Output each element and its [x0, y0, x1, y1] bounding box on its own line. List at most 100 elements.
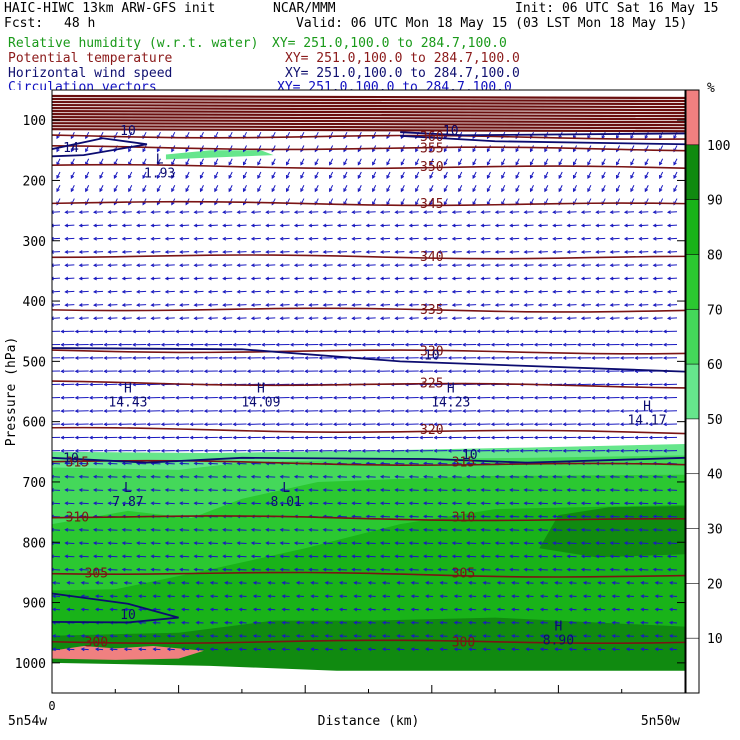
circulation-vector	[94, 476, 104, 478]
circulation-vector	[309, 529, 319, 531]
circulation-vector-head	[605, 382, 610, 387]
circulation-vector-head	[429, 174, 433, 179]
circulation-vector-head	[494, 250, 499, 254]
circulation-vector-head	[609, 210, 614, 215]
circulation-vector-head	[207, 554, 212, 559]
circulation-vector-head	[379, 289, 384, 294]
circulation-vector	[610, 264, 620, 266]
circulation-vector-head	[533, 422, 538, 427]
circulation-vector	[659, 185, 664, 192]
circulation-vector	[424, 542, 434, 544]
circulation-vector	[208, 529, 218, 531]
theta-strato-contour	[52, 103, 685, 109]
circulation-vector-head	[193, 303, 198, 307]
circulation-vector-head	[558, 188, 562, 193]
circulation-vector	[581, 515, 591, 518]
circulation-vector-head	[381, 634, 386, 638]
circulation-vector	[167, 622, 175, 624]
circulation-vector-head	[408, 316, 413, 321]
circulation-vector	[110, 635, 118, 637]
circulation-vector	[323, 264, 333, 266]
circulation-vector	[366, 251, 376, 253]
circulation-vector-head	[552, 316, 557, 321]
circulation-vector-head	[509, 223, 514, 228]
circulation-vector-head	[308, 303, 313, 307]
circulation-vector	[567, 224, 577, 227]
theta-label-315: 315	[66, 455, 89, 470]
circulation-vector-head	[591, 435, 596, 440]
circulation-vector	[337, 515, 348, 518]
circulation-vector	[624, 317, 634, 319]
circulation-vector-head	[365, 474, 370, 479]
circulation-vector-head	[666, 263, 671, 268]
circulation-vector-head	[207, 250, 212, 254]
circulation-vector-head	[52, 647, 56, 652]
circulation-vector	[610, 529, 620, 531]
circulation-vector-head	[232, 395, 237, 400]
circulation-vector	[323, 224, 333, 227]
circulation-vector-head	[351, 250, 356, 254]
circulation-vector	[67, 582, 75, 584]
circulation-vector-head	[322, 554, 327, 559]
circulation-vector-head	[566, 514, 571, 519]
circulation-vector	[424, 304, 434, 306]
circulation-vector	[553, 264, 563, 266]
circulation-vector-head	[552, 303, 557, 307]
circulation-vector-head	[539, 594, 544, 599]
circulation-vector-head	[304, 342, 309, 347]
circulation-vector-head	[408, 567, 413, 572]
circulation-vector-head	[343, 174, 347, 179]
circulation-vector-head	[267, 647, 272, 652]
circulation-vector	[472, 185, 477, 192]
circulation-vector	[266, 304, 276, 306]
circulation-vector	[200, 171, 204, 179]
circulation-vector-head	[572, 161, 577, 166]
circulation-vector	[440, 582, 448, 584]
circulation-vector-head	[203, 395, 208, 400]
circulation-vector-head	[324, 620, 329, 625]
circulation-vector	[180, 224, 190, 227]
circulation-vector-head	[246, 369, 251, 374]
circulation-vector	[251, 555, 261, 558]
circulation-vector-head	[338, 634, 343, 638]
circulation-vector-head	[609, 263, 614, 268]
circulation-vector-head	[394, 541, 399, 545]
circulation-vector-head	[310, 607, 315, 612]
theta-label-355: 355	[420, 141, 443, 156]
circulation-vector	[438, 515, 448, 518]
circulation-vector	[596, 476, 606, 478]
circulation-vector	[294, 317, 304, 319]
circulation-vector-head	[562, 356, 567, 360]
circulation-vector-head	[52, 276, 54, 281]
circulation-vector	[200, 158, 204, 165]
circulation-vector-head	[494, 501, 499, 506]
circulation-vector	[495, 277, 505, 280]
circulation-vector	[225, 595, 233, 598]
circulation-vector	[411, 582, 419, 584]
circulation-vector-head	[66, 581, 71, 585]
circulation-vector	[194, 224, 204, 227]
circulation-vector-head	[252, 594, 257, 599]
wind-contour-10-mid	[52, 347, 685, 373]
rh-band-100	[52, 645, 204, 660]
circulation-vector-head	[562, 342, 567, 347]
circulation-vector	[624, 515, 634, 518]
circulation-vector-head	[415, 188, 419, 193]
circulation-vector	[96, 648, 104, 651]
circulation-vector-head	[458, 148, 462, 153]
circulation-vector-head	[152, 581, 157, 585]
circulation-vector	[368, 582, 376, 584]
circulation-vector	[538, 251, 548, 253]
circulation-vector	[395, 277, 405, 280]
circulation-vector-head	[609, 567, 614, 572]
circulation-vector-head	[601, 174, 606, 179]
circulation-vector	[581, 304, 591, 306]
circulation-vector-head	[591, 395, 596, 400]
theta-contour-325	[52, 380, 685, 389]
circulation-vector-head	[451, 210, 456, 215]
circulation-vector	[122, 542, 132, 544]
circulation-vector-head	[433, 329, 438, 334]
theta-contour-320	[52, 426, 685, 435]
circulation-vector	[180, 542, 190, 544]
circulation-vector-head	[625, 594, 630, 599]
